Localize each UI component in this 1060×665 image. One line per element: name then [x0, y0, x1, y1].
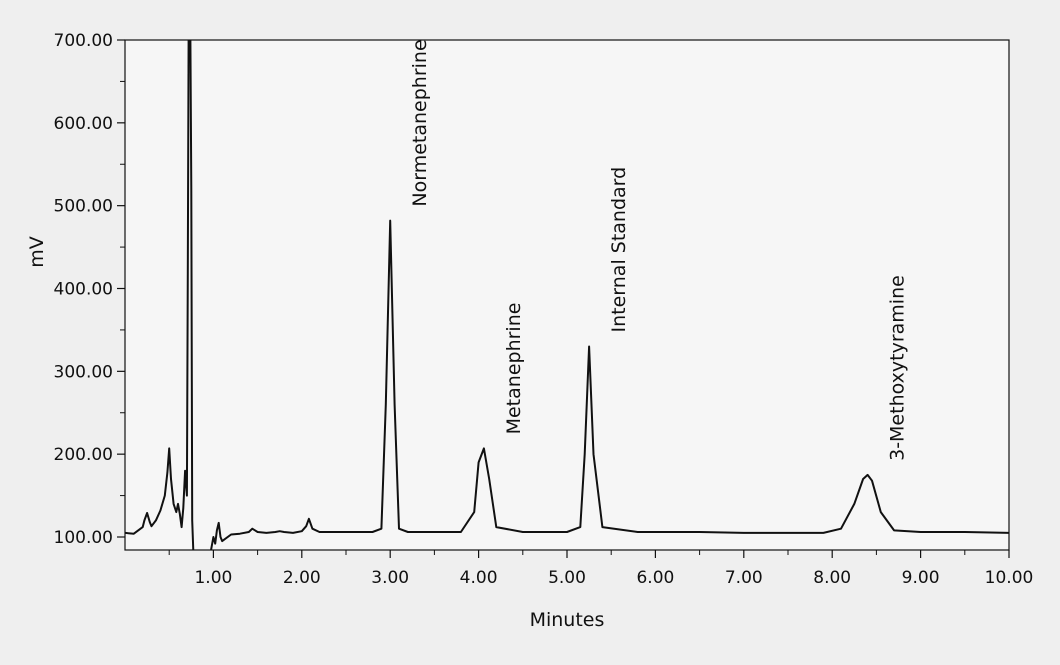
y-tick-label: 600.00	[54, 114, 113, 134]
y-axis-ticks: 100.00 200.00 300.00 400.00 500.00 600.00 700.…	[54, 31, 125, 548]
peak-label: Internal Standard	[608, 167, 630, 333]
peak-label: 3-Methoxytyramine	[887, 275, 909, 461]
y-axis-label: mV	[26, 236, 48, 268]
x-tick-label: 2.00	[283, 568, 321, 588]
y-tick-label: 200.00	[54, 445, 113, 465]
x-tick-label: 9.00	[902, 568, 940, 588]
y-tick-label: 100.00	[54, 528, 113, 548]
chromatogram-trace	[125, 40, 1009, 550]
series-layer	[125, 40, 1009, 550]
plot-frame	[124, 39, 1010, 551]
x-tick-label: 7.00	[725, 568, 763, 588]
x-tick-label: 8.00	[813, 568, 851, 588]
x-tick-label: 10.00	[985, 568, 1034, 588]
y-tick-label: 500.00	[54, 197, 113, 217]
y-tick-label: 300.00	[54, 362, 113, 382]
y-tick-label: 400.00	[54, 280, 113, 300]
x-tick-label: 6.00	[636, 568, 674, 588]
x-axis-ticks: 1.00 2.00 3.00 4.00 5.00 6.00 7.00 8.00 9.00 10.0…	[168, 550, 1034, 588]
peak-annotations: Normetanephrine Metanephrine Internal Stan…	[409, 39, 908, 461]
peak-label: Metanephrine	[503, 303, 525, 435]
x-axis-label: Minutes	[530, 609, 605, 631]
x-tick-label: 1.00	[194, 568, 232, 588]
x-tick-label: 4.00	[460, 568, 498, 588]
y-tick-label: 700.00	[54, 31, 113, 51]
peak-label: Normetanephrine	[409, 39, 431, 206]
x-tick-label: 3.00	[371, 568, 409, 588]
x-tick-label: 5.00	[548, 568, 586, 588]
